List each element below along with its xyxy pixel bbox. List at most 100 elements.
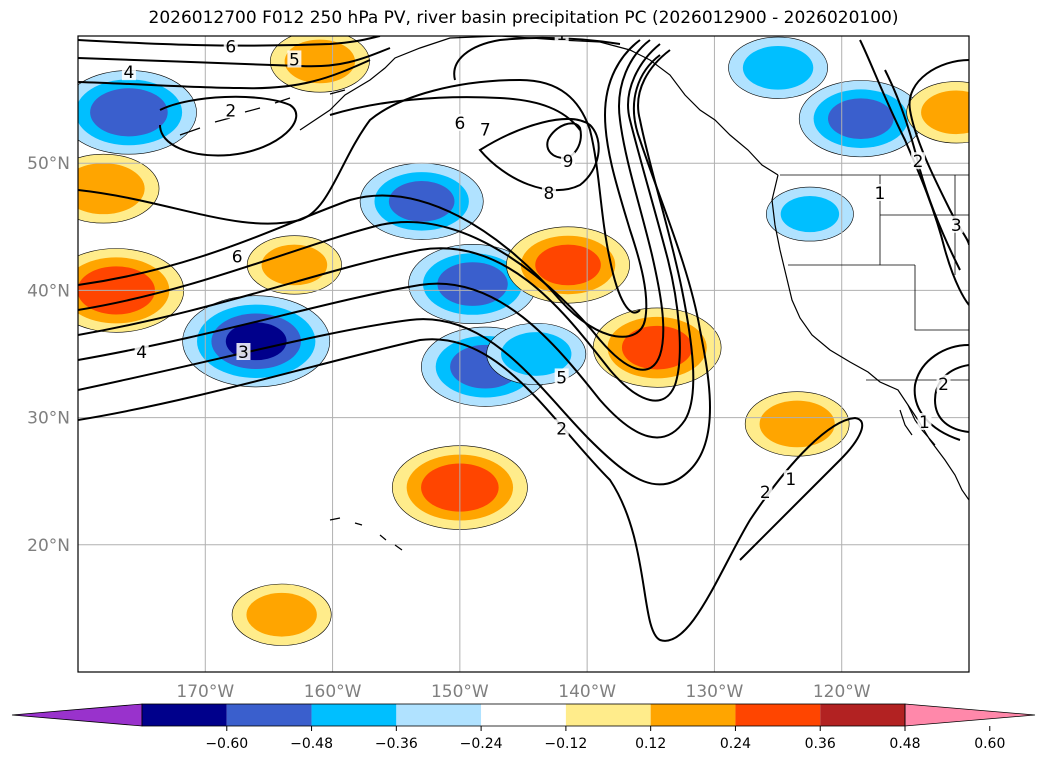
contour-label: 6 — [225, 38, 236, 58]
precip-anomaly-15 — [828, 98, 894, 140]
contour-label: 6 — [232, 248, 243, 268]
pv-contour-1-north — [453, 36, 621, 81]
lon-label: 150°W — [431, 682, 489, 702]
map-frame — [77, 35, 970, 673]
precip-anomaly-16 — [742, 45, 814, 90]
graticule — [78, 36, 969, 672]
colorbar-label: −0.36 — [375, 736, 418, 752]
longitude-labels: 170°W 160°W 150°W 140°W 130°W 120°W — [176, 682, 870, 702]
contour-label: 9 — [563, 152, 574, 172]
contour-label-bg — [287, 50, 302, 68]
colorbar-label: 0.60 — [974, 736, 1005, 752]
precip-anomaly-4 — [284, 39, 356, 84]
pv-contour-trough-4 — [78, 43, 681, 402]
contour-label-bg — [911, 152, 926, 170]
colorbar-label: 0.12 — [635, 736, 666, 752]
pv-contour-trough-2 — [78, 54, 711, 486]
contour-label-bg — [541, 184, 556, 201]
lat-label: 40°N — [27, 281, 70, 301]
pv-contour-east-2 — [884, 69, 961, 271]
contour-label-bg — [949, 215, 964, 233]
colorbar-swatch — [142, 704, 227, 726]
colorbar-label: 0.48 — [889, 736, 920, 752]
contour-label: 2 — [225, 101, 236, 121]
colorbar-swatch — [820, 704, 905, 726]
pv-contour-8-loop — [478, 118, 600, 192]
colorbar-swatch — [311, 704, 397, 726]
precip-anomaly-0 — [90, 88, 168, 137]
colorbar-extend-high — [904, 703, 1036, 727]
contour-label-bg — [230, 247, 245, 265]
colorbar-swatch — [735, 704, 821, 726]
contour-label: 4 — [124, 63, 135, 83]
colorbar-label: −0.24 — [460, 736, 503, 752]
lat-label: 20°N — [27, 536, 70, 556]
colorbar-swatch — [226, 704, 312, 726]
contour-label-bg — [917, 412, 932, 430]
lon-label: 130°W — [686, 682, 744, 702]
contour-label: 2 — [913, 152, 924, 172]
colorbar-label: −0.48 — [290, 736, 333, 752]
precip-anomaly-layer — [78, 36, 969, 646]
pv-contour-trough-3 — [78, 49, 695, 439]
colorbar-swatch — [396, 704, 482, 726]
colorbar-swatch — [565, 704, 651, 726]
contour-label: 2 — [938, 375, 949, 395]
contour-label: 2 — [760, 483, 771, 503]
precip-anomaly-5 — [261, 244, 328, 286]
lat-label: 50°N — [27, 154, 70, 174]
precip-anomaly-17 — [921, 90, 969, 135]
contour-label-bg — [872, 184, 887, 201]
contour-label-bg — [134, 343, 149, 360]
colorbar-swatch — [481, 704, 566, 726]
colorbar-swatch — [650, 704, 736, 726]
pv-contour-sw-loop-2 — [933, 364, 969, 433]
pv-contour-5-north — [78, 47, 391, 68]
colorbar-label: −0.12 — [544, 736, 587, 752]
contour-label-bg — [758, 482, 773, 500]
pv-contour-9-loop — [546, 122, 582, 160]
contour-label: 5 — [289, 50, 300, 70]
contour-label: 4 — [136, 343, 147, 363]
lon-label: 140°W — [558, 682, 616, 702]
precip-anomaly-12 — [759, 400, 835, 448]
pv-contour-4-north — [78, 59, 371, 90]
contour-label: 5 — [556, 368, 567, 388]
colorbar-extend-low — [11, 703, 143, 727]
precip-anomaly-11 — [621, 325, 693, 370]
hawaii-islands — [329, 517, 403, 551]
contour-label-bg — [554, 419, 569, 437]
contour-label: 3 — [951, 216, 962, 236]
contour-label-bg — [121, 63, 136, 81]
contour-label: 8 — [544, 184, 555, 204]
contour-label: 1 — [556, 25, 567, 45]
precip-anomaly-18 — [780, 195, 840, 233]
contour-label: 2 — [556, 419, 567, 439]
pv-contour-6-north — [78, 36, 381, 47]
colorbar: −0.60 −0.48 −0.36 −0.24 −0.12 0.12 0.24 0.36 0.4… — [11, 703, 1036, 752]
contour-label-bg — [223, 37, 238, 55]
pv-contour-7 — [329, 96, 581, 131]
contour-label-bg — [223, 101, 238, 119]
pv-contour-6-loop — [78, 78, 641, 314]
precip-anomaly-14 — [246, 592, 317, 637]
contour-label-bg — [452, 114, 467, 132]
lat-label: 30°N — [27, 409, 70, 429]
contour-label-bg — [554, 36, 569, 42]
precip-anomaly-10 — [535, 244, 601, 286]
north-america-coast — [771, 174, 969, 501]
pv-contour-2-ridge — [159, 95, 298, 157]
precip-anomaly-1 — [78, 163, 145, 215]
contour-label: 3 — [238, 343, 249, 363]
contour-label-bg — [561, 152, 576, 170]
contour-label-bg — [236, 343, 251, 360]
contour-label: 1 — [874, 184, 885, 204]
lon-label: 160°W — [304, 682, 362, 702]
pv-contour-sw-loop — [913, 344, 969, 441]
colorbar-label: 0.36 — [805, 736, 836, 752]
lon-label: 170°W — [176, 682, 234, 702]
contour-label-bg — [554, 368, 569, 386]
contour-label-bg — [478, 120, 493, 138]
